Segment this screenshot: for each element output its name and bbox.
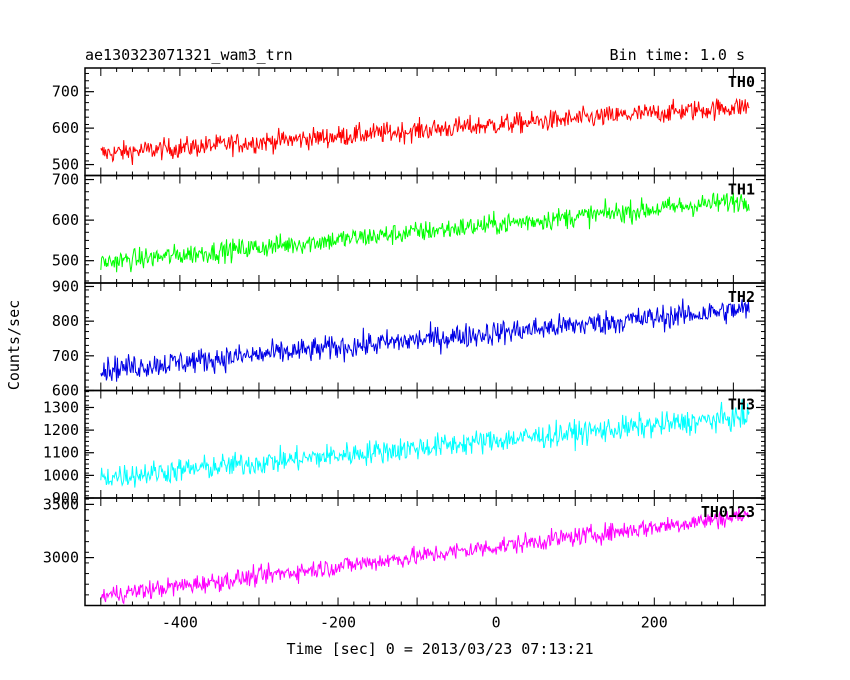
y-axis-label: Counts/sec: [5, 300, 23, 390]
x-tick-label: 200: [641, 614, 668, 632]
panel-frame: [84, 497, 766, 607]
y-tick-label: 700: [52, 347, 79, 365]
y-tick-label: 700: [52, 83, 79, 101]
series-line-th0: [100, 97, 750, 166]
panels-group: 500 600 700 TH0 500 600 700 TH1 600 700 800 900 TH2 9…: [43, 67, 766, 607]
y-tick-label: 1000: [43, 466, 79, 484]
x-tick-label: -400: [162, 614, 198, 632]
y-tick-label: 600: [52, 382, 79, 400]
y-tick-label: 1300: [43, 398, 79, 416]
panel-th1: 500 600 700 TH1: [52, 171, 766, 284]
x-axis: -400 -200 0 200: [162, 614, 668, 632]
y-tick-label: 3000: [43, 549, 79, 567]
x-tick-label: 0: [492, 614, 501, 632]
x-axis-label: Time [sec] 0 = 2013/03/23 07:13:21: [286, 640, 593, 658]
panel-th3: 900 1000 1100 1200 1300 TH3: [43, 389, 766, 507]
series-line-th3: [100, 399, 750, 488]
panel-label: TH2: [728, 288, 755, 306]
y-tick-label: 800: [52, 312, 79, 330]
y-tick-label: 600: [52, 119, 79, 137]
series-line-th1: [100, 192, 750, 273]
y-tick-label: 900: [52, 277, 79, 295]
panel-frame: [84, 282, 766, 392]
y-tick-label: 1200: [43, 421, 79, 439]
y-tick-label: 900: [52, 489, 79, 507]
panel-th0: 500 600 700 TH0: [52, 67, 766, 177]
panel-frame: [84, 67, 766, 177]
chart-title: ae130323071321_wam3_trn: [85, 46, 293, 64]
series-line-th2: [100, 298, 750, 382]
y-tick-label: 700: [52, 171, 79, 189]
panel-label: TH0123: [701, 503, 755, 521]
panel-label: TH3: [728, 396, 755, 414]
series-line-th0123: [100, 507, 750, 605]
y-tick-label: 500: [52, 252, 79, 270]
panel-th2: 600 700 800 900 TH2: [52, 277, 766, 400]
x-tick-label: -200: [320, 614, 356, 632]
y-tick-label: 600: [52, 211, 79, 229]
panel-frame: [84, 389, 766, 499]
y-tick-label: 3500: [43, 495, 79, 513]
panel-label: TH0: [728, 73, 755, 91]
y-tick-label: 500: [52, 156, 79, 174]
panel-label: TH1: [728, 181, 755, 199]
bin-time-label: Bin time: 1.0 s: [610, 46, 745, 64]
y-tick-label: 1100: [43, 444, 79, 462]
panel-th0123: 3000 3500 TH0123: [43, 495, 766, 607]
